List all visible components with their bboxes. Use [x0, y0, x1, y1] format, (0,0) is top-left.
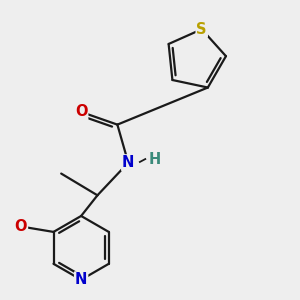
Text: N: N	[122, 155, 134, 170]
Text: S: S	[196, 22, 207, 37]
Text: N: N	[75, 272, 87, 287]
Text: H: H	[148, 152, 160, 167]
Text: O: O	[15, 219, 27, 234]
Text: O: O	[75, 104, 87, 119]
